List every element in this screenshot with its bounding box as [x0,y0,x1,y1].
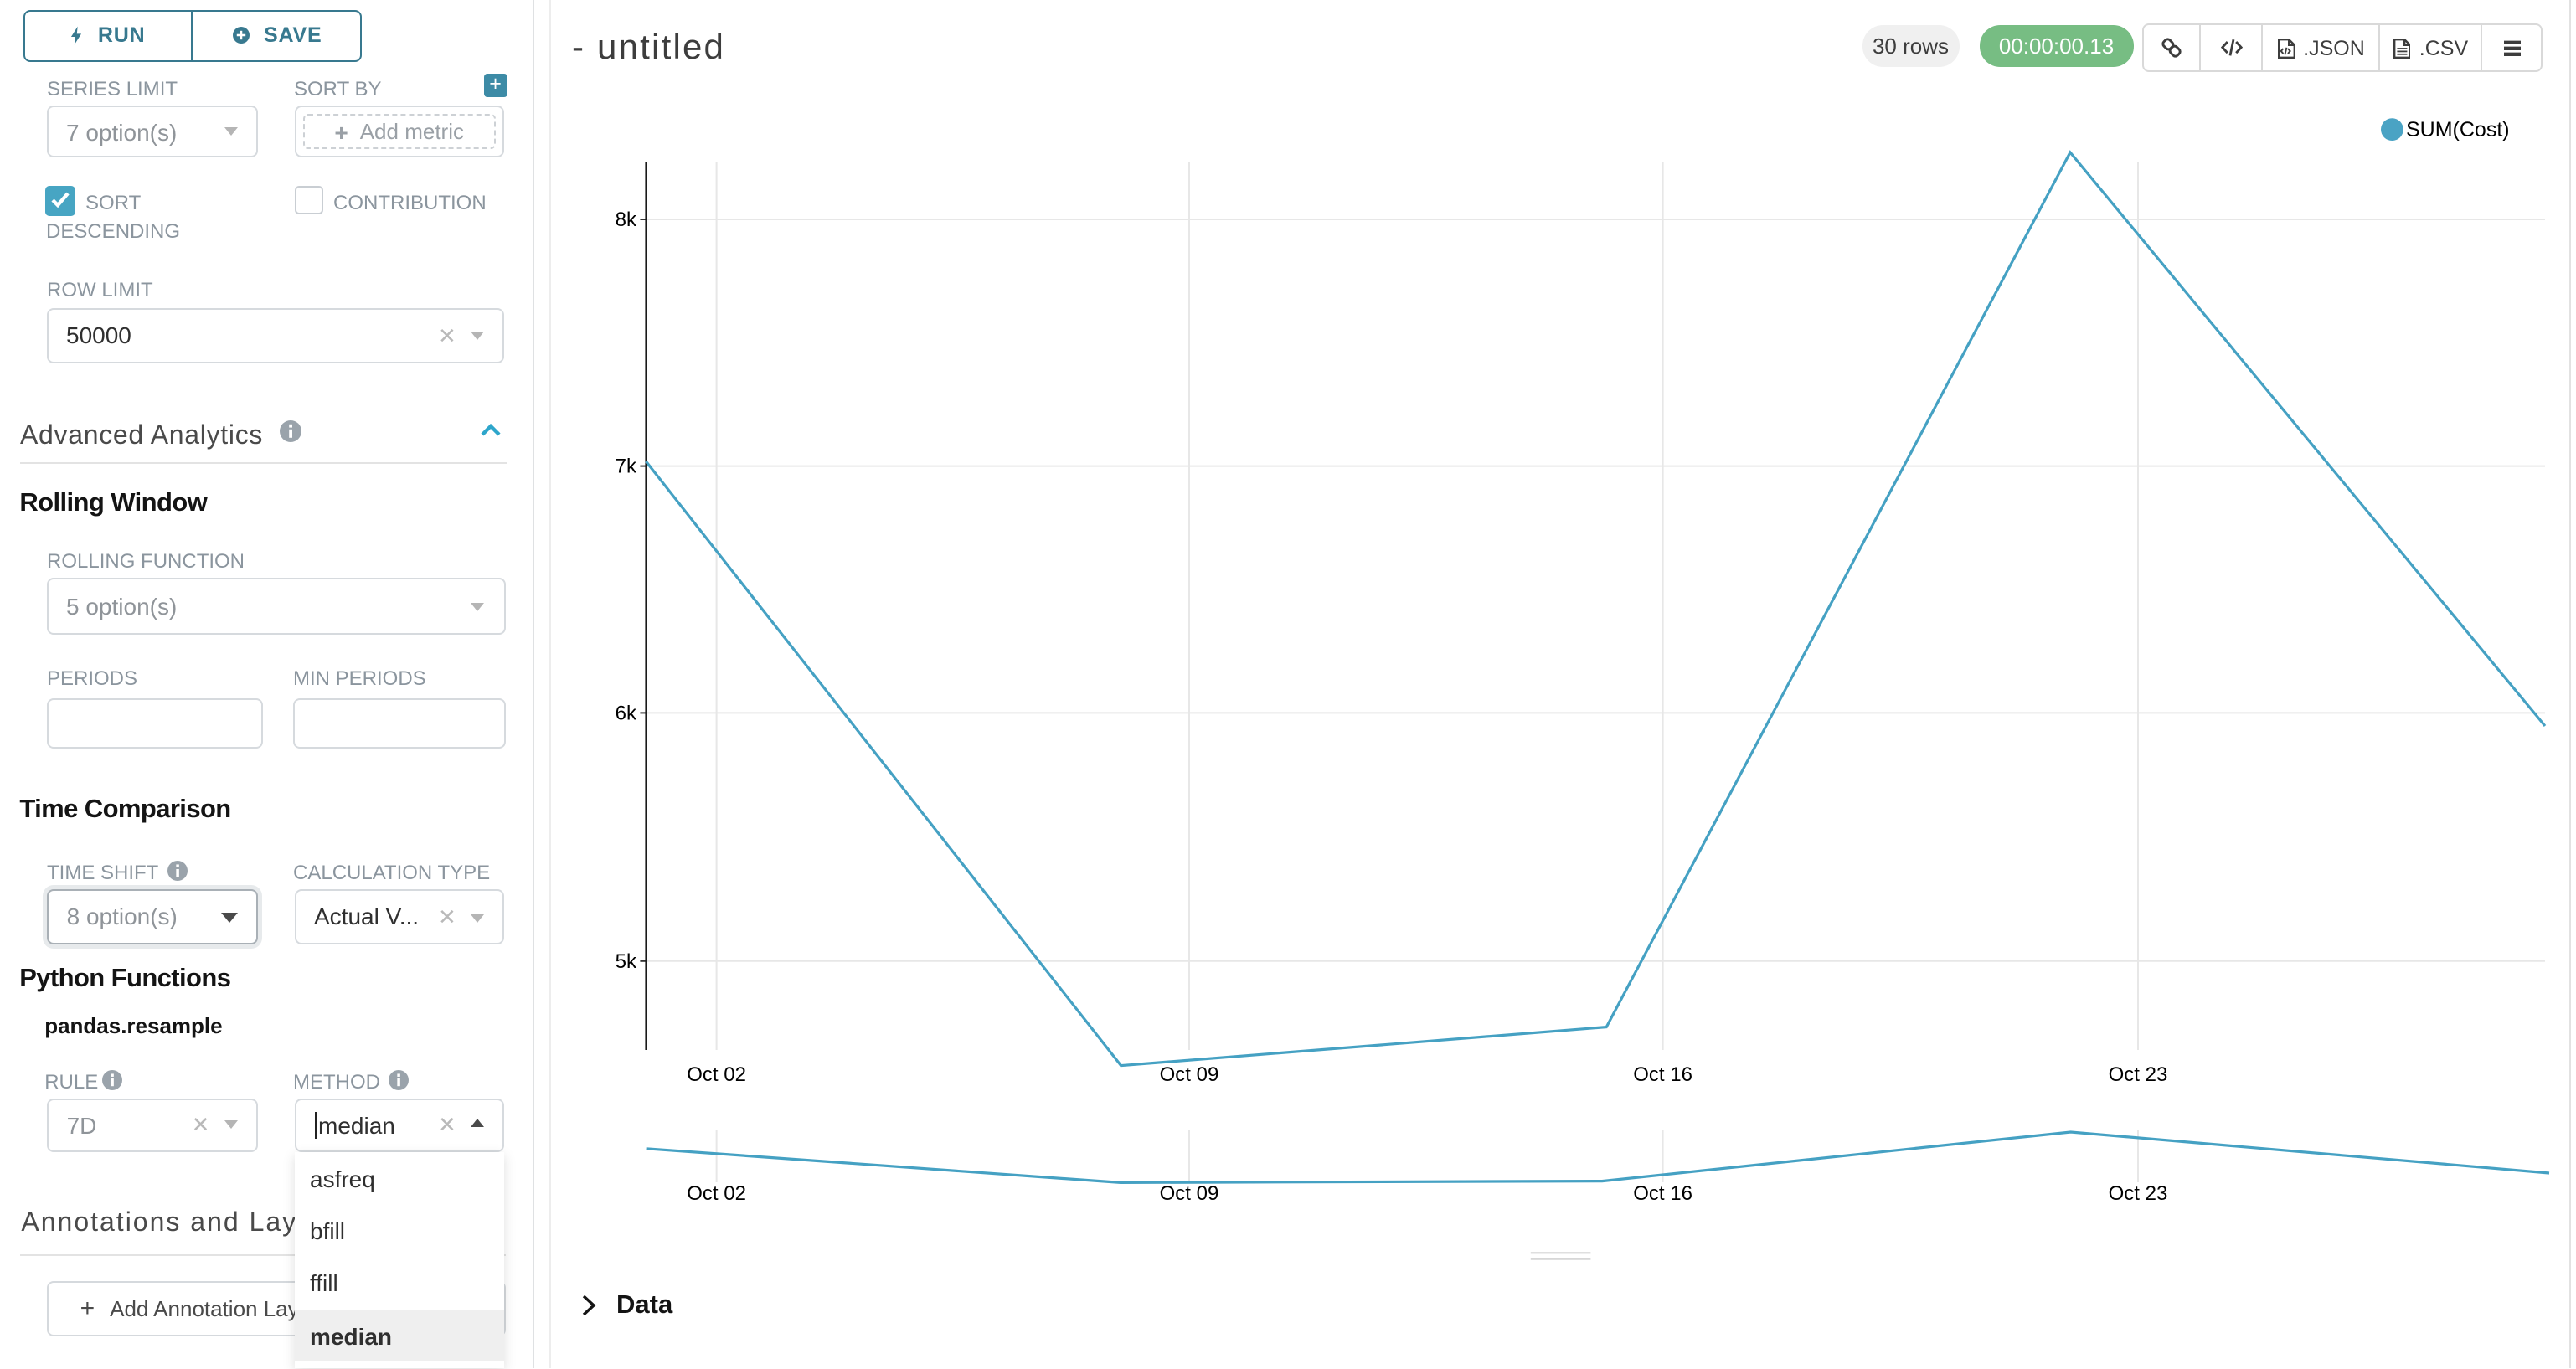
svg-text:Oct 16: Oct 16 [1632,1182,1692,1205]
svg-text:Oct 02: Oct 02 [686,1063,745,1086]
svg-text:Oct 23: Oct 23 [2108,1182,2167,1205]
svg-text:7k: 7k [615,455,636,478]
svg-text:Oct 23: Oct 23 [2108,1063,2167,1086]
svg-text:6k: 6k [615,702,636,724]
svg-text:8k: 8k [615,208,636,231]
svg-text:5k: 5k [615,950,636,973]
svg-text:Oct 02: Oct 02 [686,1182,745,1205]
svg-text:SUM(Cost): SUM(Cost) [2405,118,2509,142]
svg-text:Oct 09: Oct 09 [1159,1182,1218,1205]
svg-text:Oct 16: Oct 16 [1632,1063,1692,1086]
svg-text:Oct 09: Oct 09 [1159,1063,1218,1086]
